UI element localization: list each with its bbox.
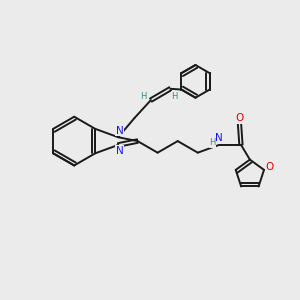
- Text: H: H: [140, 92, 146, 101]
- Text: O: O: [265, 163, 274, 172]
- Text: N: N: [116, 126, 123, 136]
- Text: H: H: [171, 92, 178, 101]
- Text: H: H: [209, 138, 215, 147]
- Text: O: O: [235, 113, 244, 123]
- Text: N: N: [116, 146, 123, 156]
- Text: N: N: [215, 133, 223, 143]
